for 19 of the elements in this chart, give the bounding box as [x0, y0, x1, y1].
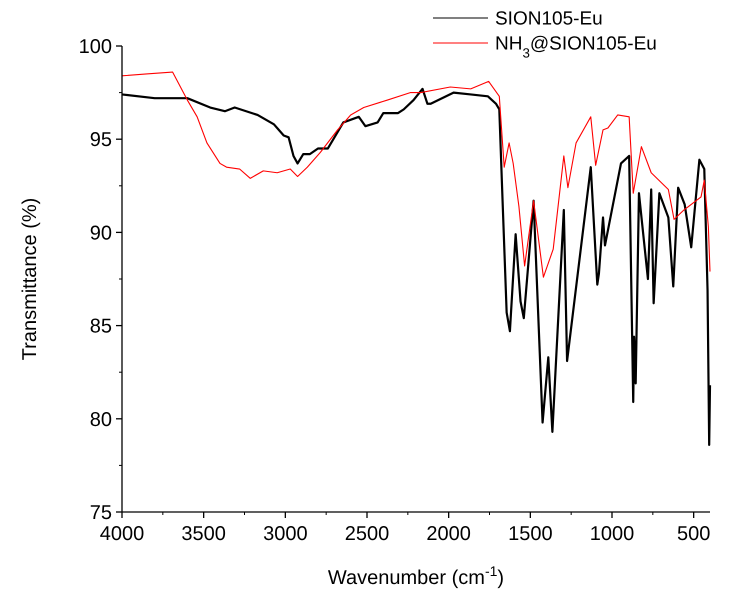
- x-axis-title: Wavenumber (cm$^{-1}$): [328, 563, 504, 589]
- x-tick-label: 4000: [100, 523, 144, 545]
- y-tick-label: 75: [90, 502, 112, 524]
- y-tick-label: 85: [90, 316, 112, 338]
- y-tick-label: 80: [90, 408, 112, 431]
- y-axis-title: Transmittance (%): [19, 198, 41, 360]
- x-tick-label: 2000: [426, 523, 471, 545]
- y-tick-label: 95: [90, 129, 112, 152]
- y-tick-label: 90: [90, 222, 112, 244]
- legend-label: NH$_{3}$@SION105-Eu: [495, 34, 657, 60]
- x-tick-label: 500: [676, 523, 710, 545]
- x-tick-label: 1500: [508, 523, 553, 545]
- x-tick-label: 2500: [344, 523, 390, 545]
- legend-label: SION105-Eu: [495, 8, 603, 30]
- x-tick-label: 1000: [590, 523, 634, 545]
- y-tick-label: 100: [78, 36, 112, 58]
- x-tick-label: 3000: [263, 523, 308, 545]
- x-tick-label: 3500: [181, 523, 226, 545]
- line-series: [121, 72, 711, 278]
